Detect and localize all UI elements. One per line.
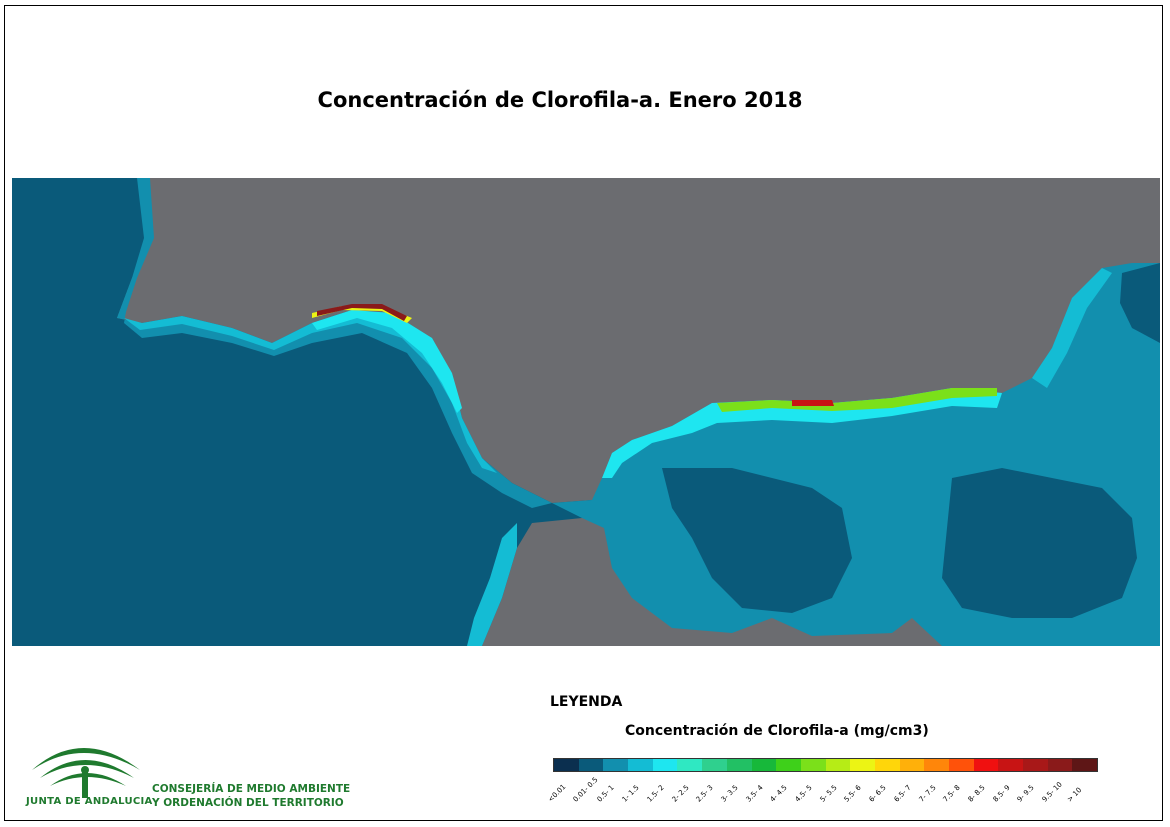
department-name: CONSEJERÍA DE MEDIO AMBIENTE Y ORDENACIÓ… — [152, 782, 350, 810]
junta-emblem-icon — [32, 748, 140, 798]
legend-swatch — [603, 759, 629, 771]
west-coast-strip — [117, 178, 154, 318]
legend-swatch — [554, 759, 579, 771]
legend-swatch — [998, 759, 1024, 771]
legend-swatch — [1072, 759, 1098, 771]
legend-tick-label: 0.5- 1 — [596, 783, 617, 804]
legend-tick-label: 9.5- 10 — [1040, 780, 1064, 804]
mediterranean-deep — [662, 468, 852, 613]
alboran-chl-band — [717, 388, 997, 412]
legend-tick-label: > 10 — [1065, 786, 1083, 804]
legend-tick-label: 7.5- 8 — [941, 783, 962, 804]
legend-swatch — [776, 759, 801, 771]
legend-swatch — [825, 759, 851, 771]
junta-logo — [22, 728, 152, 813]
atlantic-coastal-mid — [117, 278, 552, 508]
legend-tick-label: 8- 8.5 — [966, 783, 987, 804]
legend-tick-label: 1.5- 2 — [645, 783, 666, 804]
legend-tick-label: 5.5- 6 — [843, 783, 864, 804]
atlantic-chl-peak — [317, 304, 407, 321]
legend-tick-label: 6- 6.5 — [867, 783, 888, 804]
legend-swatch — [1047, 759, 1073, 771]
legend-tick-label: 6.5- 7 — [892, 783, 913, 804]
map-title: Concentración de Clorofila-a. Enero 2018 — [317, 88, 803, 112]
legend-tick-label: 7- 7.5 — [917, 783, 938, 804]
legend-tick-label: 8.5- 9 — [991, 783, 1012, 804]
mediterranean-deep-east — [942, 468, 1137, 618]
atlantic-ocean — [12, 178, 612, 646]
department-line-2: Y ORDENACIÓN DEL TERRITORIO — [152, 797, 344, 809]
morocco-coast — [467, 523, 517, 646]
legend-tick-label: 3.5- 4 — [744, 783, 765, 804]
legend-tick-label: 5- 5.5 — [818, 783, 839, 804]
legend-tick-label: 1- 1.5 — [620, 783, 641, 804]
east-deep-pocket — [1120, 263, 1160, 343]
legend-swatch — [924, 759, 949, 771]
legend-swatch — [949, 759, 974, 771]
map-canvas — [12, 178, 1160, 646]
department-line-1: CONSEJERÍA DE MEDIO AMBIENTE — [152, 783, 351, 795]
legend-swatch — [850, 759, 875, 771]
junta-org-name: JUNTA DE ANDALUCIA — [26, 796, 153, 807]
legend-tick-label: 4- 4.5 — [768, 783, 789, 804]
legend-swatch — [751, 759, 777, 771]
legend-swatch — [677, 759, 703, 771]
legend-swatch — [652, 759, 678, 771]
legend-tick-label: 3- 3.5 — [719, 783, 740, 804]
legend-swatch — [628, 759, 653, 771]
legend-swatch — [702, 759, 727, 771]
legend-swatch — [973, 759, 999, 771]
atlantic-coastal-high — [124, 310, 497, 473]
legend-tick-labels: <0.01 0.01- 0.5 0.5- 1 1- 1.5 1.5- 2 2- 2.5 2.… — [547, 774, 1103, 814]
chlorophyll-map — [12, 178, 1160, 646]
legend-tick-label: 2- 2.5 — [670, 783, 691, 804]
alboran-coast — [602, 388, 1002, 478]
legend-swatch — [899, 759, 925, 771]
legend-swatch — [726, 759, 752, 771]
legend-colorbar — [553, 758, 1099, 772]
legend-swatch — [1023, 759, 1048, 771]
legend-swatch — [800, 759, 826, 771]
figure-frame — [4, 5, 1163, 821]
legend-subtitle: Concentración de Clorofila-a (mg/cm3) — [625, 723, 929, 739]
legend-swatch — [578, 759, 604, 771]
legend-tick-label: 2.5- 3 — [694, 783, 715, 804]
legend-tick-label: 0.01- 0.5 — [571, 775, 600, 804]
east-coast-strip — [1032, 268, 1112, 388]
legend-heading: LEYENDA — [550, 694, 623, 710]
atlantic-coast-edge — [312, 310, 462, 413]
alboran-chl-peak — [792, 400, 834, 406]
legend-tick-label: 4.5- 5 — [793, 783, 814, 804]
legend-tick-label: 9- 9.5 — [1015, 783, 1036, 804]
legend-swatch — [874, 759, 900, 771]
